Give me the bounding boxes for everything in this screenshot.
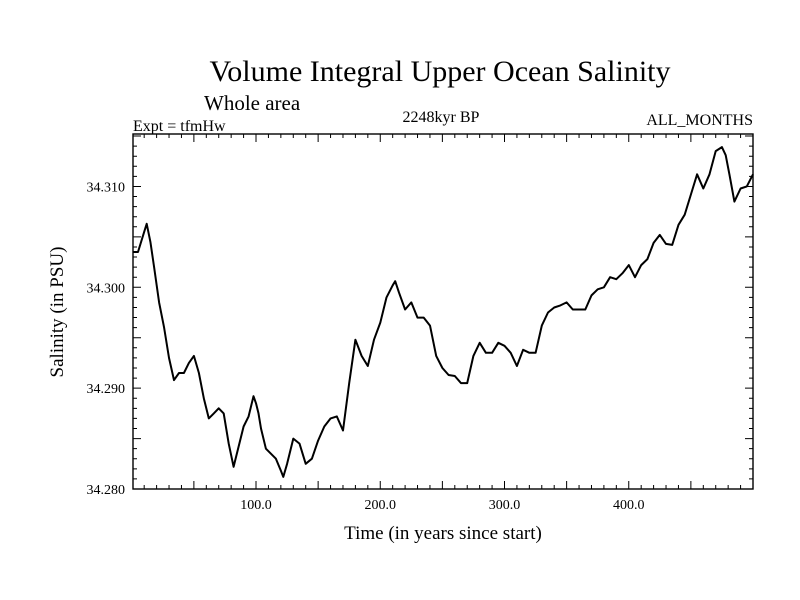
x-tick-label: 100.0 (240, 498, 272, 513)
experiment-label: Expt = tfmHw (133, 118, 226, 135)
y-tick-label: 34.280 (87, 483, 126, 498)
plot-frame (132, 133, 754, 490)
y-tick-label: 34.300 (87, 281, 126, 296)
y-tick-labels: 34.280 34.290 34.300 34.310 (87, 180, 126, 498)
x-axis-label: Time (in years since start) (344, 523, 542, 544)
tick-marks (133, 134, 753, 490)
chart-title: Volume Integral Upper Ocean Salinity (210, 55, 671, 88)
y-tick-label: 34.290 (87, 382, 126, 397)
x-tick-labels: 100.0 200.0 300.0 400.0 (240, 498, 644, 513)
salinity-series-line (133, 146, 754, 478)
chart-subtitle: Whole area (204, 91, 301, 115)
y-axis-label: Salinity (in PSU) (47, 247, 68, 378)
x-tick-label: 400.0 (613, 498, 645, 513)
x-tick-label: 200.0 (365, 498, 397, 513)
axis-ticks (133, 134, 753, 490)
y-tick-label: 34.310 (87, 180, 126, 195)
x-tick-label: 300.0 (489, 498, 521, 513)
months-label: ALL_MONTHS (646, 112, 753, 129)
period-label: 2248kyr BP (403, 109, 480, 126)
